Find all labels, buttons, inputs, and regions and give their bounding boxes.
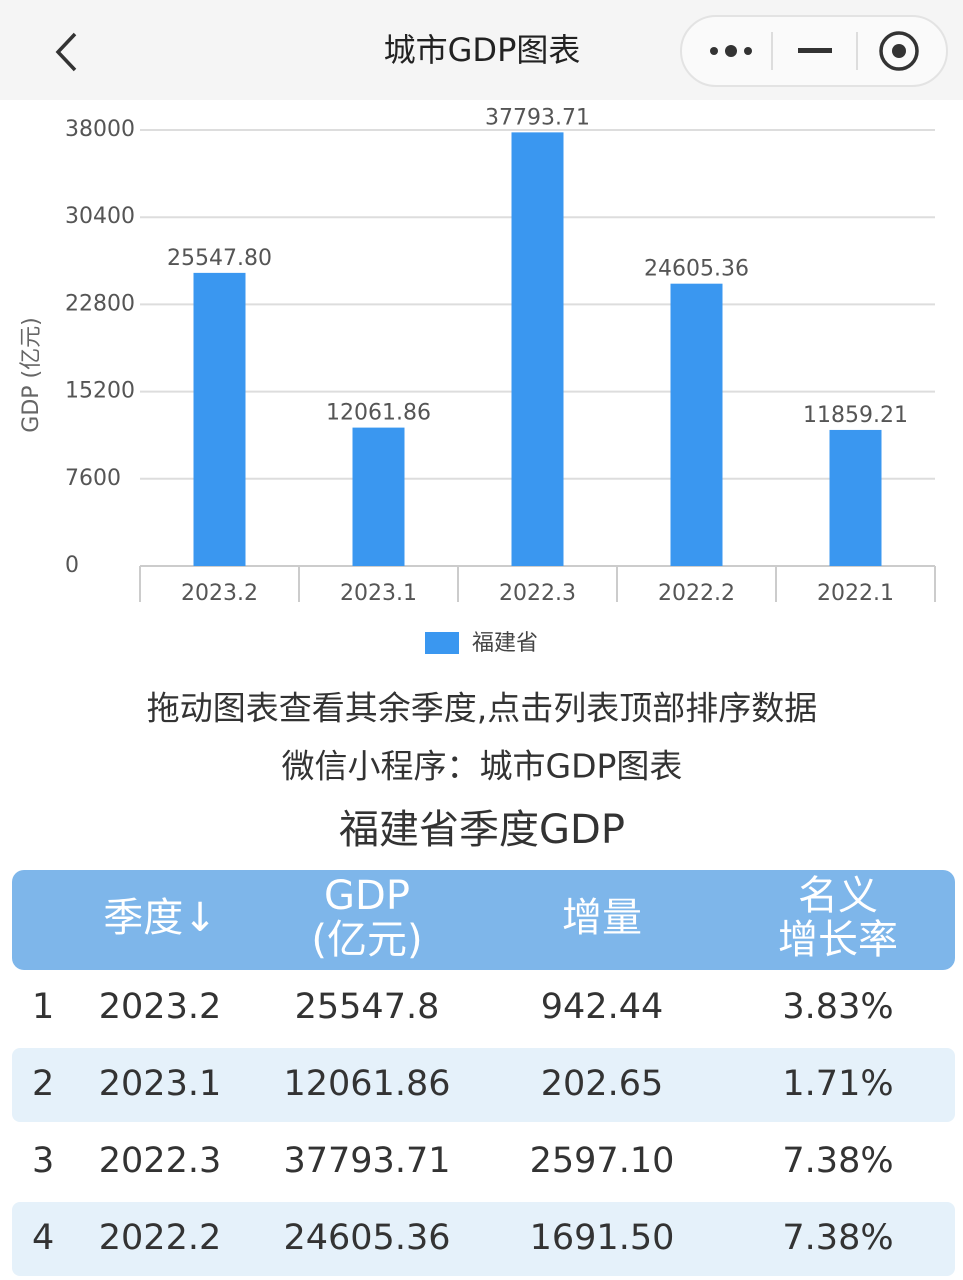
y-axis-label: GDP (亿元)	[19, 317, 44, 432]
close-button[interactable]	[879, 31, 919, 71]
hint-text: 微信小程序：城市GDP图表	[282, 747, 683, 786]
table-header[interactable]	[12, 870, 955, 970]
more-dot[interactable]	[725, 45, 737, 57]
table-cell: 1	[32, 987, 54, 1027]
table-cell: 202.65	[541, 1064, 663, 1104]
table-cell: 3	[32, 1141, 54, 1181]
data-label: 37793.71	[485, 105, 590, 130]
column-header: GDP	[324, 873, 410, 919]
back-button[interactable]	[55, 32, 77, 72]
table-cell: 2597.10	[530, 1141, 675, 1181]
row-bg	[12, 1048, 955, 1122]
table-cell: 2023.2	[99, 987, 221, 1027]
table-title: 福建省季度GDP	[339, 807, 625, 853]
column-header: 名义	[798, 873, 878, 919]
column-header: 增量	[562, 895, 642, 941]
table-cell: 2023.1	[99, 1064, 221, 1104]
column-header: 增长率	[778, 917, 898, 963]
data-label: 12061.86	[326, 401, 431, 426]
table-cell: 7.38%	[782, 1141, 893, 1181]
table-cell: 7.38%	[782, 1218, 893, 1258]
y-tick-label: 15200	[65, 379, 135, 404]
table-cell: 25547.8	[295, 987, 440, 1027]
bar	[829, 429, 882, 566]
data-label: 25547.80	[167, 246, 272, 271]
hint-text: 拖动图表查看其余季度,点击列表顶部排序数据	[147, 689, 818, 728]
data-label: 11859.21	[803, 403, 908, 428]
x-tick-label: 2022.1	[817, 581, 894, 606]
table-cell: 942.44	[541, 987, 663, 1027]
close-dot	[892, 44, 906, 58]
table-cell: 37793.71	[283, 1141, 450, 1181]
table-cell: 1.71%	[782, 1064, 893, 1104]
table-cell: 2022.3	[99, 1141, 221, 1181]
capsule	[680, 15, 948, 87]
table-cell: 3.83%	[782, 987, 893, 1027]
table-cell: 24605.36	[283, 1218, 450, 1258]
y-tick-label: 0	[65, 553, 79, 578]
bar	[193, 272, 246, 566]
x-tick-label: 2023.1	[340, 581, 417, 606]
more-dot[interactable]	[710, 47, 718, 55]
table-cell: 1691.50	[530, 1218, 675, 1258]
table-cell: 4	[32, 1218, 54, 1258]
table-cell: 2	[32, 1064, 54, 1104]
y-tick-label: 38000	[65, 117, 135, 142]
table-cell: 2022.2	[99, 1218, 221, 1258]
nav-title: 城市GDP图表	[384, 31, 581, 69]
bar	[352, 427, 405, 566]
column-header: 季度↓	[103, 895, 217, 941]
y-tick-label: 7600	[65, 466, 121, 491]
row-bg	[12, 1202, 955, 1276]
bar	[670, 283, 723, 566]
column-header: (亿元)	[311, 917, 422, 963]
x-tick-label: 2022.3	[499, 581, 576, 606]
legend-swatch	[425, 632, 459, 654]
x-tick-label: 2022.2	[658, 581, 735, 606]
bar	[511, 132, 564, 566]
data-label: 24605.36	[644, 257, 749, 282]
legend-label: 福建省	[472, 631, 538, 656]
table-cell: 12061.86	[283, 1064, 450, 1104]
y-tick-label: 30400	[65, 204, 135, 229]
y-tick-label: 22800	[65, 291, 135, 316]
x-tick-label: 2023.2	[181, 581, 258, 606]
more-dot[interactable]	[744, 47, 752, 55]
minimize-button[interactable]	[798, 48, 832, 53]
